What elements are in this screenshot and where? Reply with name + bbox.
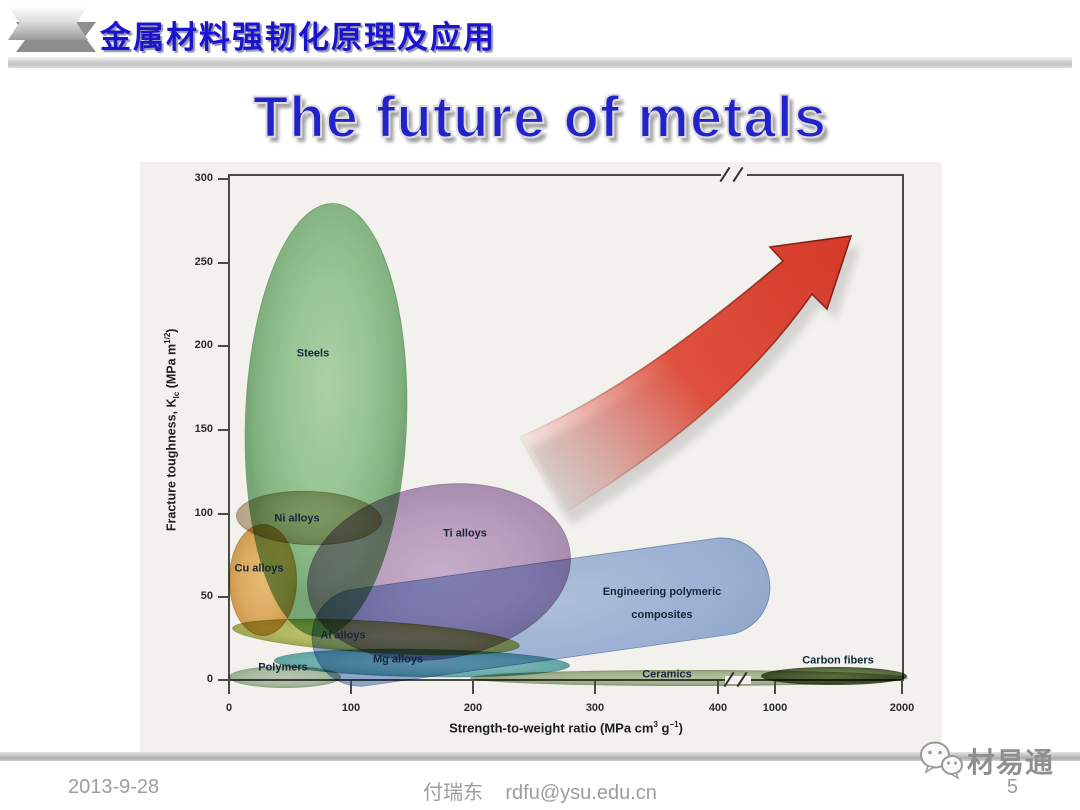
y-tick [218,679,229,681]
x-tick [594,681,596,694]
x-tick [901,681,903,694]
author-contact: 付瑞东 rdfu@ysu.edu.cn [0,776,1080,805]
y-tick [218,345,229,347]
watermark-text: 材易通 [966,747,1054,778]
header-divider [8,57,1072,68]
x-tick-label: 2000 [889,702,915,714]
label-polymeric-composites: Engineering polymeric composites [602,586,722,621]
x-tick-label: 1000 [762,702,788,714]
y-tick-label: 200 [194,339,213,351]
region-carbon-fibers [761,667,907,685]
page-title: The future of metals [252,84,828,151]
page-number: 5 [1006,776,1018,798]
slide-date: 2013-9-28 [68,776,160,798]
x-tick-label: 0 [225,702,233,714]
course-logo-icon [8,4,96,56]
region-polymers [229,666,341,688]
label-ni-alloys: Ni alloys [274,512,320,525]
label-steels: Steels [296,347,330,360]
y-tick [218,513,229,515]
x-axis-title: Strength-to-weight ratio (MPa cm3 g−1) [449,720,683,736]
y-tick-label: 300 [194,172,213,184]
y-tick-label: 250 [194,256,213,268]
author-name: 付瑞东 [423,782,484,804]
materials-ashby-chart: Steels Ni alloys Cu alloys Ti alloys Eng… [140,162,942,752]
x-tick [350,681,352,694]
label-polymers: Polymers [258,661,308,674]
y-tick-label: 150 [194,423,213,435]
x-tick [472,681,474,694]
y-tick [218,596,229,598]
x-axis-break-top [721,171,747,179]
y-tick [218,178,229,180]
wechat-icon [919,741,963,780]
label-ti-alloys: Ti alloys [443,527,487,540]
region-cu-alloys [229,524,297,636]
x-tick-label: 100 [341,702,361,714]
y-tick [218,429,229,431]
x-tick [228,681,230,694]
author-email: rdfu@ysu.edu.cn [505,782,657,804]
x-tick [717,681,719,694]
label-carbon-fibers: Carbon fibers [802,654,874,667]
watermark: 材易通 [918,740,1054,782]
y-tick [218,262,229,264]
x-tick-label: 200 [463,702,483,714]
logo-ribbon-front [8,6,88,40]
course-title: 金属材料强韧化原理及应用 [100,20,496,55]
label-mg-alloys: Mg alloys [372,653,424,666]
label-ceramics: Ceramics [642,668,692,681]
y-tick-label: 100 [194,507,213,519]
x-tick [774,681,776,694]
y-axis-title: Fracture toughness, KIc (MPa m1/2) [163,328,181,532]
y-tick-label: 0 [206,673,213,685]
x-tick-label: 300 [585,702,605,714]
footer-divider [0,752,1080,761]
y-tick-label: 50 [200,590,213,602]
label-al-alloys: Al alloys [320,629,366,642]
x-tick-label: 400 [708,702,728,714]
label-cu-alloys: Cu alloys [234,562,284,575]
x-axis-break-bottom [725,676,751,684]
